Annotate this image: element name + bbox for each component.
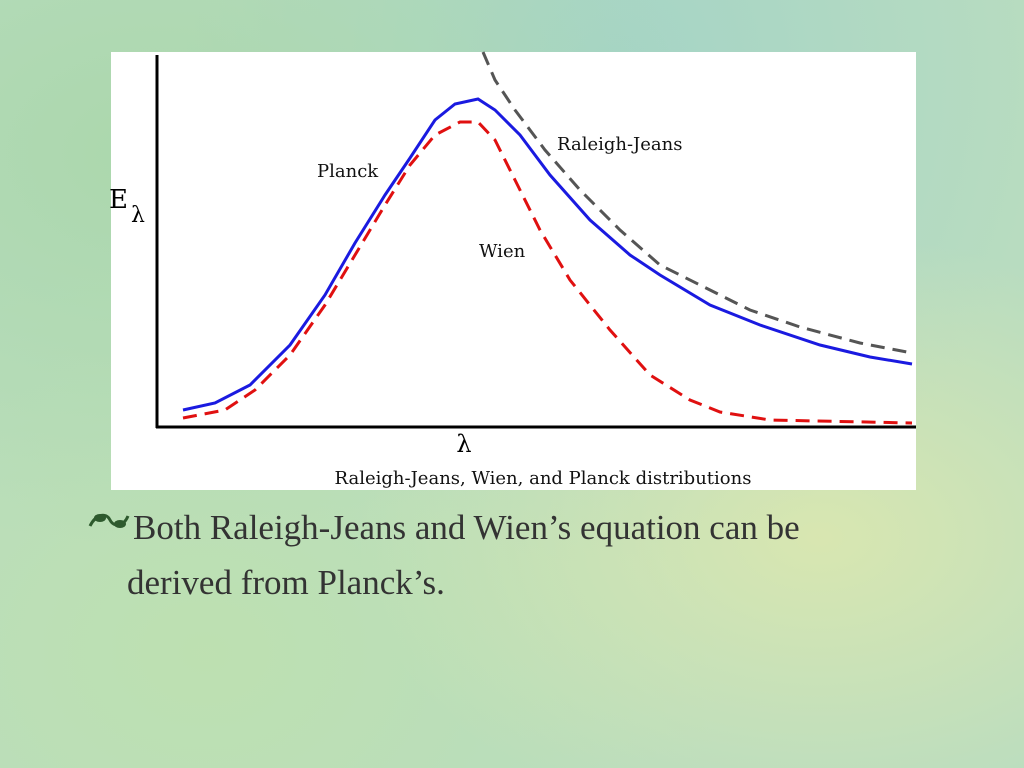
raleigh-jeans-curve bbox=[481, 51, 913, 355]
bullet-text: Both Raleigh-Jeans and Wien’s equation c… bbox=[127, 508, 800, 602]
y-label-subscript: λ bbox=[131, 203, 145, 228]
bullet-icon bbox=[88, 513, 130, 528]
raleigh-jeans-label: Raleigh-Jeans bbox=[557, 134, 683, 155]
planck-curve bbox=[182, 97, 913, 412]
planck-label: Planck bbox=[317, 161, 379, 182]
figure-background bbox=[111, 52, 916, 490]
y-label: E bbox=[109, 185, 128, 215]
figure: Planck Raleigh-Jeans Wien E λ λ Raleigh-… bbox=[109, 51, 916, 490]
wien-curve bbox=[182, 120, 913, 425]
caption: Raleigh-Jeans, Wien, and Planck distribu… bbox=[335, 468, 752, 489]
x-label: λ bbox=[456, 430, 471, 458]
wien-label: Wien bbox=[479, 241, 526, 262]
